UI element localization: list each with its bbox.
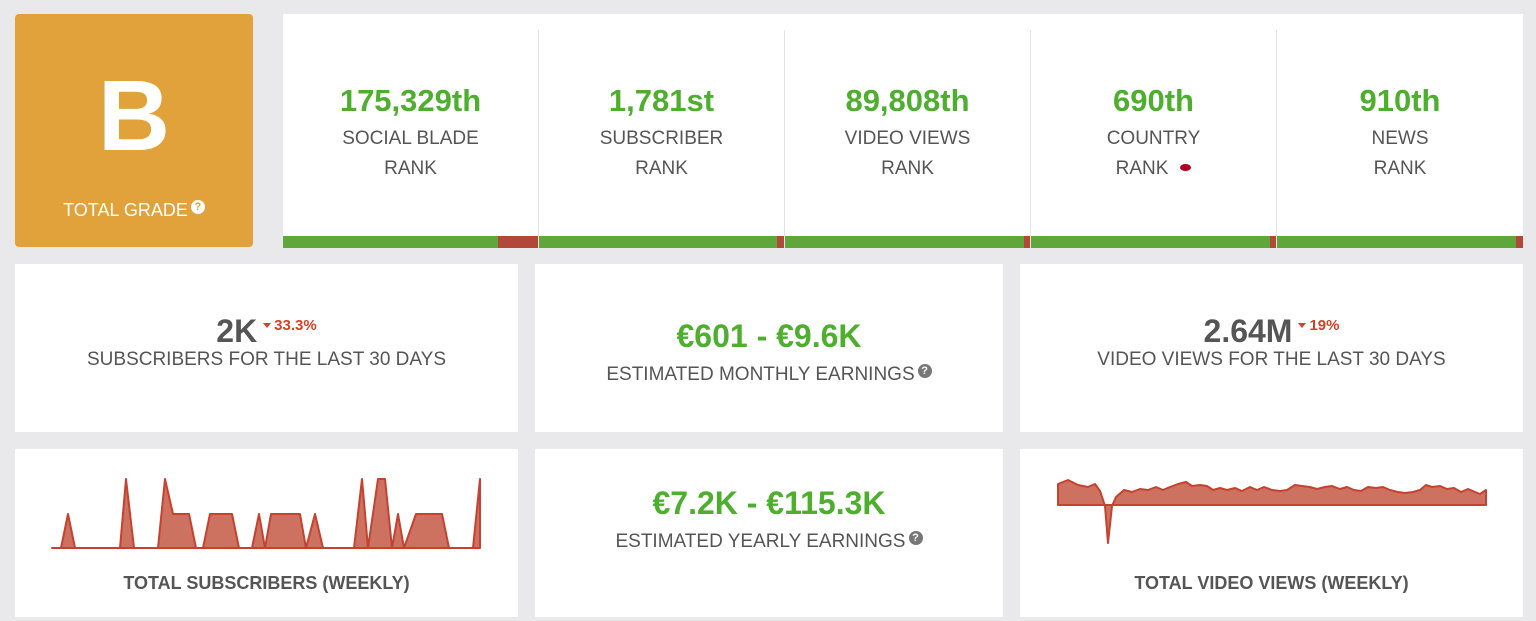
chart-title: TOTAL SUBSCRIBERS (WEEKLY) [123,573,410,593]
rank-label: SOCIAL BLADE [342,128,479,149]
monthly-earnings-value: €601 - €9.6K [676,318,862,354]
yearly-earnings-value: €7.2K - €115.3K [652,485,886,521]
question-circle-icon[interactable]: ? [908,531,923,545]
rank-subscriber: 1,781st SUBSCRIBER RANK [539,14,784,248]
divider [1030,30,1031,248]
stat-label: SUBSCRIBERS FOR THE LAST 30 DAYS [87,349,446,370]
monthly-earnings-card: €601 - €9.6K ESTIMATED MONTHLY EARNINGS? [535,264,1003,432]
rank-bar-remainder [498,236,538,248]
rank-progress-bar [283,236,538,248]
delta-badge: 33.3% [263,317,317,334]
yearly-earnings-card: €7.2K - €115.3K ESTIMATED YEARLY EARNING… [535,449,1003,617]
stat-label: ESTIMATED MONTHLY EARNINGS [606,364,915,385]
delta-value: 19% [1309,317,1340,334]
chart-title: TOTAL VIDEO VIEWS (WEEKLY) [1134,573,1409,593]
stat-label: ESTIMATED YEARLY EARNINGS [615,531,906,552]
views-chart-card: TOTAL VIDEO VIEWS (WEEKLY) [1020,449,1523,617]
rank-value: 910th [1359,83,1441,118]
rank-label: SUBSCRIBER [599,128,724,149]
subscribers-chart-card: TOTAL SUBSCRIBERS (WEEKLY) [15,449,518,617]
rank-label: VIDEO VIEWS [844,128,971,149]
stat-label-row: ESTIMATED YEARLY EARNINGS? [535,531,1003,553]
rank-bar-remainder [777,236,784,248]
rank-value: 89,808th [845,83,970,118]
rank-progress-bar [539,236,784,248]
delta-value: 33.3% [274,317,317,334]
rank-label: RANK [1373,158,1427,179]
rank-progress-bar [1031,236,1276,248]
flag-icon [1180,164,1192,171]
rank-label: NEWS [1371,128,1429,149]
ranks-card: 175,329th SOCIAL BLADE RANK 1,781st SUBS… [283,14,1523,248]
grade-label: TOTAL GRADE [63,200,188,220]
rank-label: COUNTRY [1106,128,1201,149]
views-value: 2.64M [1203,313,1293,349]
subscribers-30-days-card: 2K 33.3% SUBSCRIBERS FOR THE LAST 30 DAYS [15,264,518,432]
delta-badge: 19% [1298,317,1339,334]
rank-label: RANK [1115,158,1169,179]
sparkline-area [1057,479,1487,544]
rank-bar-remainder [1270,236,1276,248]
views-30-days-card: 2.64M 19% VIDEO VIEWS FOR THE LAST 30 DAY… [1020,264,1523,432]
rank-progress-bar [1277,236,1523,248]
stat-label: VIDEO VIEWS FOR THE LAST 30 DAYS [1097,349,1446,370]
grade-letter: B [97,60,171,172]
sparkline-area [51,478,481,549]
divider [538,30,539,248]
rank-social-blade: 175,329th SOCIAL BLADE RANK [283,14,538,248]
rank-video-views: 89,808th VIDEO VIEWS RANK [785,14,1030,248]
rank-label: RANK [635,158,688,179]
rank-label: RANK [384,158,437,179]
subscribers-value: 2K [216,313,258,349]
caret-down-icon [1298,323,1307,328]
stat-label-row: ESTIMATED MONTHLY EARNINGS? [535,364,1003,386]
total-grade-card: B TOTAL GRADE? [15,14,253,247]
divider [1276,30,1277,248]
question-circle-icon[interactable]: ? [917,364,932,378]
rank-bar-remainder [1024,236,1030,248]
divider [784,30,785,248]
subscribers-sparkline [51,478,481,549]
question-circle-icon[interactable]: ? [190,200,205,214]
rank-bar-remainder [1516,236,1523,248]
caret-down-icon [263,323,272,328]
rank-progress-bar [785,236,1030,248]
rank-label-row: RANK [1031,158,1276,180]
rank-label: RANK [881,158,934,179]
grade-label-row: TOTAL GRADE? [15,200,253,221]
rank-country: 690th COUNTRY RANK [1031,14,1276,248]
stat-row: 2K 33.3% [15,308,518,349]
rank-value: 175,329th [339,83,482,118]
rank-value: 690th [1113,83,1194,118]
rank-value: 1,781st [608,83,715,118]
views-sparkline [1057,479,1487,544]
stat-row: 2.64M 19% [1020,308,1523,349]
rank-news: 910th NEWS RANK [1277,14,1523,248]
